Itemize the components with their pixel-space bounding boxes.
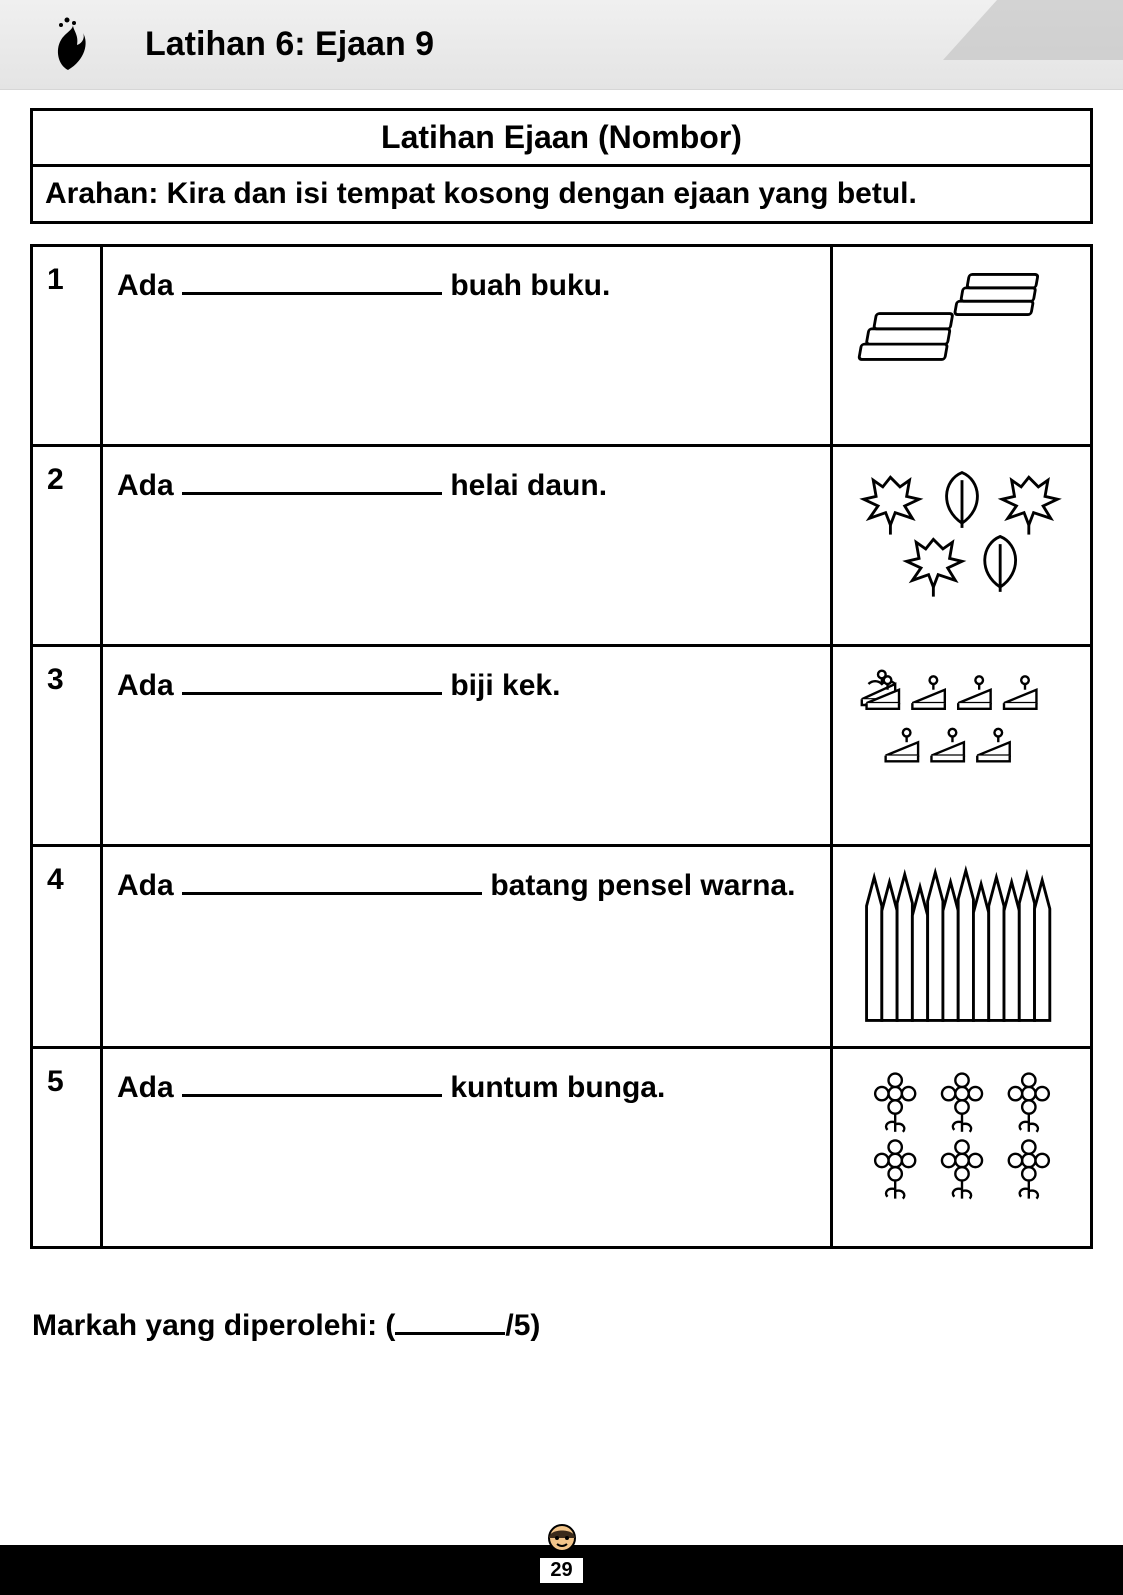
cakes-icon <box>832 646 1092 846</box>
books-icon <box>832 246 1092 446</box>
table-row: 5 Ada kuntum bunga. <box>32 1048 1092 1248</box>
text-after: kuntum bunga. <box>442 1071 665 1104</box>
title-box: Latihan Ejaan (Nombor) Arahan: Kira dan … <box>30 108 1093 224</box>
score-label-after: /5) <box>505 1309 540 1342</box>
question-text: Ada kuntum bunga. <box>102 1048 832 1248</box>
text-after: buah buku. <box>442 269 610 302</box>
text-after: helai daun. <box>442 469 607 502</box>
text-before: Ada <box>117 469 182 502</box>
score-line: Markah yang diperolehi: ( /5) <box>32 1309 1093 1343</box>
question-number: 4 <box>32 846 102 1048</box>
logo-icon <box>40 15 95 75</box>
text-after: biji kek. <box>442 669 560 702</box>
question-number: 2 <box>32 446 102 646</box>
table-row: 4 Ada batang pensel warna. <box>32 846 1092 1048</box>
question-number: 3 <box>32 646 102 846</box>
leaves-icon <box>832 446 1092 646</box>
answer-blank[interactable] <box>182 671 442 695</box>
page-heading: Latihan 6: Ejaan 9 <box>145 25 434 64</box>
table-row: 2 Ada helai daun. <box>32 446 1092 646</box>
page-number-badge: 29 <box>527 1524 597 1585</box>
table-row: 3 Ada biji kek. <box>32 646 1092 846</box>
score-label-before: Markah yang diperolehi: ( <box>32 1309 395 1342</box>
text-before: Ada <box>117 869 182 902</box>
text-after: batang pensel warna. <box>482 869 795 902</box>
question-text: Ada buah buku. <box>102 246 832 446</box>
table-row: 1 Ada buah buku. <box>32 246 1092 446</box>
question-text: Ada helai daun. <box>102 446 832 646</box>
question-number: 5 <box>32 1048 102 1248</box>
question-table: 1 Ada buah buku. <box>30 244 1093 1249</box>
text-before: Ada <box>117 269 182 302</box>
exercise-instruction: Arahan: Kira dan isi tempat kosong denga… <box>33 167 1090 221</box>
question-text: Ada batang pensel warna. <box>102 846 832 1048</box>
answer-blank[interactable] <box>182 271 442 295</box>
answer-blank[interactable] <box>182 1073 442 1097</box>
flowers-icon <box>832 1048 1092 1248</box>
page-number: 29 <box>538 1556 584 1585</box>
text-before: Ada <box>117 669 182 702</box>
question-text: Ada biji kek. <box>102 646 832 846</box>
answer-blank[interactable] <box>182 471 442 495</box>
exercise-title: Latihan Ejaan (Nombor) <box>33 111 1090 167</box>
pencils-icon <box>832 846 1092 1048</box>
header-band: Latihan 6: Ejaan 9 <box>0 0 1123 90</box>
text-before: Ada <box>117 1071 182 1104</box>
question-number: 1 <box>32 246 102 446</box>
answer-blank[interactable] <box>182 871 482 895</box>
score-blank[interactable] <box>395 1332 505 1335</box>
